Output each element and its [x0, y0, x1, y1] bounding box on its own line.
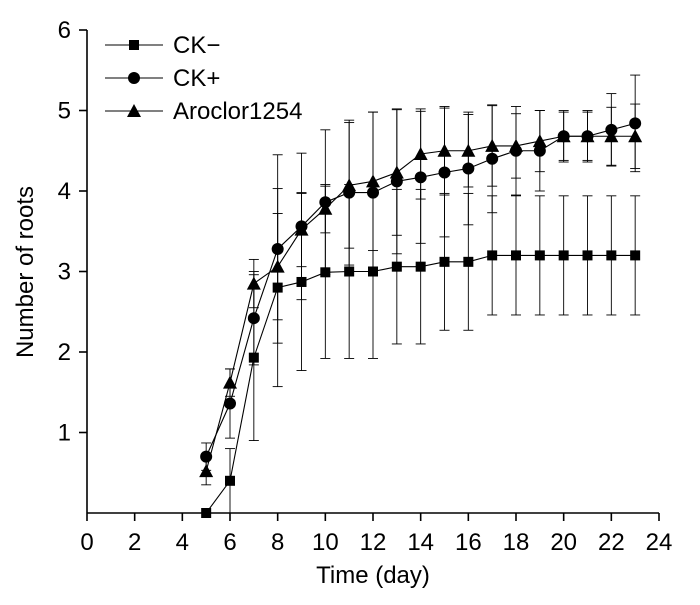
- data-point: [580, 129, 595, 143]
- y-tick-label: 1: [58, 420, 71, 447]
- x-tick-label: 6: [223, 529, 236, 556]
- data-point: [604, 129, 619, 143]
- legend-marker: [129, 40, 139, 50]
- legend-label: CK+: [173, 65, 220, 92]
- x-tick-label: 4: [176, 529, 189, 556]
- data-point: [201, 508, 212, 518]
- data-point: [342, 178, 357, 192]
- x-tick-label: 8: [271, 529, 284, 556]
- data-point: [463, 256, 474, 267]
- x-tick-label: 0: [80, 529, 93, 556]
- data-point: [344, 266, 355, 277]
- data-point: [630, 250, 641, 261]
- legend-label: CK−: [173, 32, 220, 59]
- y-tick-label: 3: [58, 259, 71, 286]
- data-point: [628, 129, 643, 143]
- data-point: [534, 250, 545, 261]
- data-point: [318, 201, 333, 215]
- y-tick-label: 2: [58, 339, 71, 366]
- legend-item: CK+: [105, 65, 220, 92]
- x-tick-label: 14: [407, 529, 434, 556]
- data-point: [389, 165, 404, 179]
- data-point: [485, 138, 500, 152]
- data-point: [247, 312, 260, 325]
- x-tick-label: 2: [128, 529, 141, 556]
- data-point: [556, 129, 571, 143]
- data-point: [487, 250, 498, 261]
- legend-item: Aroclor1254: [105, 98, 302, 125]
- data-point: [413, 146, 428, 160]
- x-tick-label: 16: [455, 529, 482, 556]
- data-point: [606, 250, 617, 261]
- legend: CK− CK+ Aroclor1254: [105, 32, 302, 125]
- legend-item: CK−: [105, 32, 220, 59]
- data-point: [582, 250, 593, 261]
- series-layer: [199, 74, 643, 518]
- data-point: [270, 259, 285, 273]
- y-ticks: 1 2 3 4 5 6: [58, 17, 87, 447]
- y-tick-label: 5: [58, 98, 71, 125]
- x-tick-label: 24: [646, 529, 673, 556]
- data-point: [246, 276, 261, 290]
- data-point: [439, 256, 450, 267]
- data-point: [199, 464, 214, 478]
- data-point: [224, 397, 236, 410]
- data-point: [509, 138, 523, 152]
- legend-marker: [128, 72, 140, 84]
- x-axis-title: Time (day): [316, 562, 430, 589]
- y-axis-title: Number of roots: [12, 186, 39, 358]
- data-point: [437, 143, 452, 157]
- x-tick-label: 20: [550, 529, 577, 556]
- x-ticks: 0 2 4 6 8 10 12 14 16 18 20 22 24: [80, 513, 672, 556]
- data-point: [391, 261, 402, 272]
- data-point: [461, 143, 476, 157]
- data-point: [294, 222, 309, 236]
- data-point: [225, 475, 235, 486]
- x-tick-label: 18: [503, 529, 530, 556]
- legend-label: Aroclor1254: [173, 98, 302, 125]
- data-point: [511, 250, 521, 261]
- x-tick-label: 10: [312, 529, 339, 556]
- data-point: [366, 174, 380, 188]
- x-tick-label: 12: [360, 529, 387, 556]
- series-triangle: [199, 103, 643, 486]
- legend-marker: [127, 104, 141, 117]
- y-tick-label: 4: [58, 178, 71, 205]
- y-tick-label: 6: [58, 17, 71, 44]
- data-point: [558, 250, 569, 261]
- data-point: [223, 375, 237, 389]
- data-point: [532, 134, 547, 148]
- x-tick-label: 22: [598, 529, 625, 556]
- data-point: [415, 261, 426, 272]
